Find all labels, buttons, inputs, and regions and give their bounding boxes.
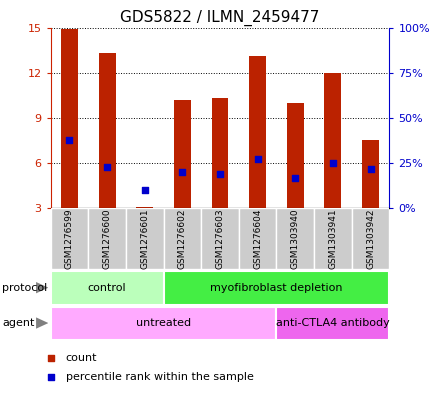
Text: GSM1276604: GSM1276604	[253, 209, 262, 269]
FancyBboxPatch shape	[51, 208, 88, 269]
FancyBboxPatch shape	[201, 208, 239, 269]
Point	[292, 174, 299, 181]
FancyBboxPatch shape	[314, 208, 352, 269]
Point	[66, 136, 73, 143]
Point	[216, 171, 224, 177]
Bar	[324, 73, 341, 208]
Point	[141, 187, 148, 193]
Text: GSM1276602: GSM1276602	[178, 209, 187, 269]
Text: percentile rank within the sample: percentile rank within the sample	[66, 372, 253, 382]
Text: GSM1303942: GSM1303942	[366, 209, 375, 269]
Bar	[362, 141, 379, 208]
Point	[367, 165, 374, 172]
FancyBboxPatch shape	[239, 208, 276, 269]
Text: agent: agent	[2, 318, 35, 328]
Text: count: count	[66, 353, 97, 363]
Text: protocol: protocol	[2, 283, 48, 293]
Text: untreated: untreated	[136, 318, 191, 328]
Point	[179, 169, 186, 175]
Text: GSM1303940: GSM1303940	[291, 208, 300, 269]
FancyBboxPatch shape	[352, 208, 389, 269]
Text: GSM1276601: GSM1276601	[140, 208, 149, 269]
Point	[254, 156, 261, 163]
FancyBboxPatch shape	[88, 208, 126, 269]
Point	[103, 163, 110, 170]
Bar	[212, 98, 228, 208]
Text: GSM1276599: GSM1276599	[65, 208, 74, 269]
FancyBboxPatch shape	[276, 208, 314, 269]
FancyBboxPatch shape	[51, 271, 164, 305]
Point	[47, 374, 55, 380]
Polygon shape	[36, 282, 48, 293]
FancyBboxPatch shape	[164, 271, 389, 305]
Bar	[99, 53, 116, 208]
FancyBboxPatch shape	[51, 307, 276, 340]
FancyBboxPatch shape	[164, 208, 201, 269]
FancyBboxPatch shape	[126, 208, 164, 269]
Text: GSM1276600: GSM1276600	[103, 208, 112, 269]
Bar	[287, 103, 304, 208]
Title: GDS5822 / ILMN_2459477: GDS5822 / ILMN_2459477	[120, 10, 320, 26]
Text: myofibroblast depletion: myofibroblast depletion	[210, 283, 343, 293]
Bar	[136, 207, 153, 208]
Text: control: control	[88, 283, 126, 293]
Bar	[174, 100, 191, 208]
Bar	[249, 56, 266, 208]
Text: GSM1303941: GSM1303941	[328, 208, 337, 269]
Point	[330, 160, 337, 166]
Point	[47, 355, 55, 361]
Text: anti-CTLA4 antibody: anti-CTLA4 antibody	[276, 318, 390, 328]
Bar	[61, 29, 78, 208]
Text: GSM1276603: GSM1276603	[216, 208, 224, 269]
Polygon shape	[36, 318, 48, 329]
FancyBboxPatch shape	[276, 307, 389, 340]
